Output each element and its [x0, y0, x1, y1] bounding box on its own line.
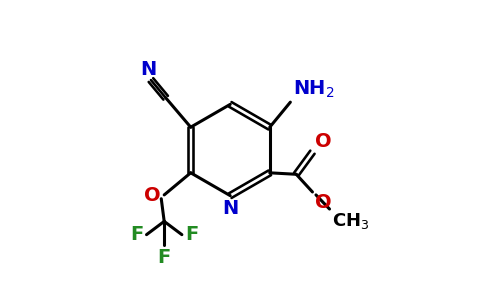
Text: CH$_3$: CH$_3$ [332, 211, 369, 230]
Text: N: N [140, 60, 157, 79]
Text: NH$_2$: NH$_2$ [293, 79, 335, 100]
Text: F: F [185, 225, 198, 244]
Text: F: F [158, 248, 171, 268]
Text: O: O [144, 186, 161, 205]
Text: O: O [316, 132, 332, 151]
Text: O: O [316, 194, 332, 212]
Text: N: N [222, 199, 238, 218]
Text: F: F [130, 225, 144, 244]
